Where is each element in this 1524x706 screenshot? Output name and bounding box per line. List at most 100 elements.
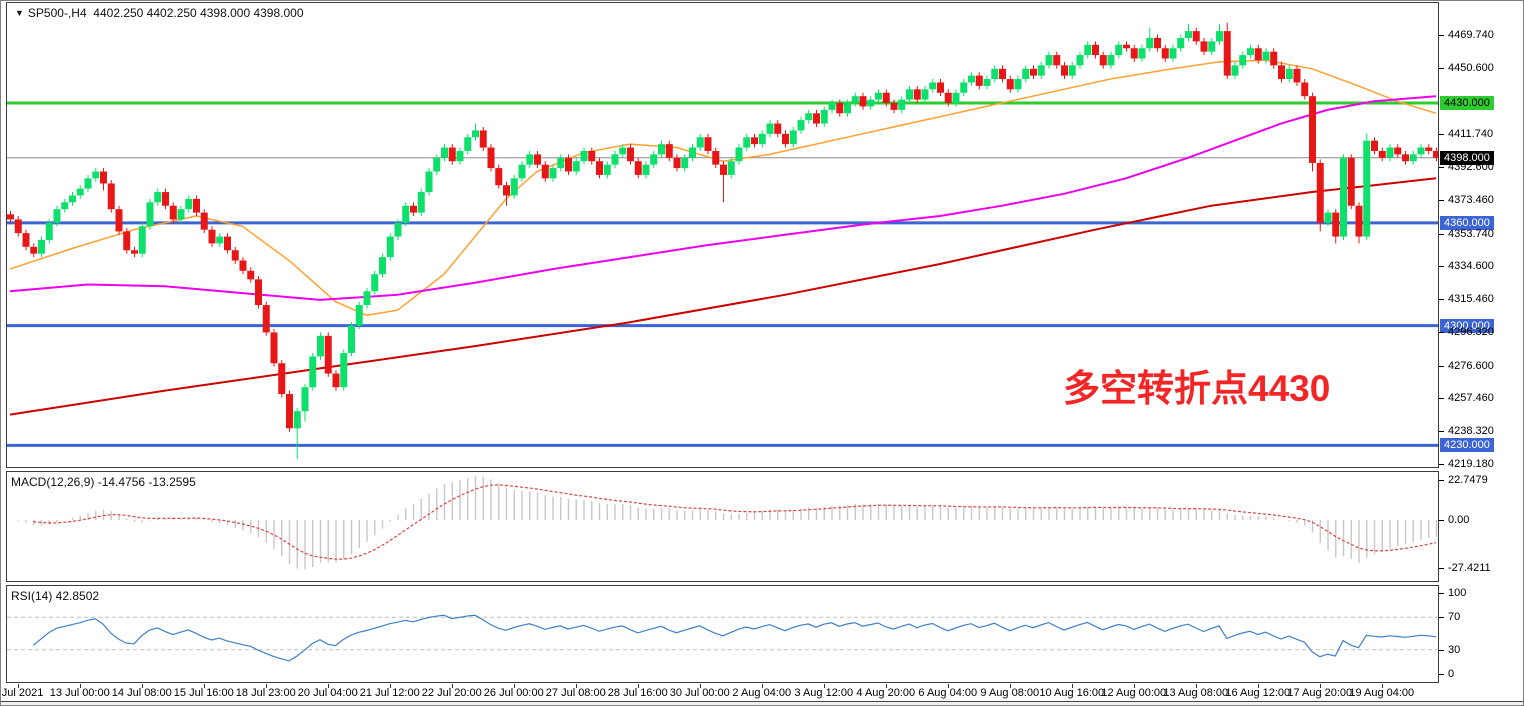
candle-body [580,150,588,162]
date-tick [1257,684,1259,688]
date-label: 30 Jul 00:00 [669,687,730,699]
date-tick [79,684,81,688]
candle-body [286,394,293,429]
candle-body [906,89,913,100]
candle-body [115,209,123,232]
candle-body [1014,79,1022,90]
candle-body [689,147,696,158]
candle-body [1200,41,1208,52]
macd-indicator-panel[interactable] [6,471,1439,582]
date-tick [389,684,391,688]
candle-body [1378,150,1386,158]
date-tick [1319,684,1321,688]
candle-body [193,198,200,213]
date-label: 22 Jul 20:00 [421,687,482,699]
annotation-text: 多空转折点4430 [1063,368,1331,409]
candle-body [952,92,960,104]
axis-tick [1439,34,1444,36]
candle-body [1084,44,1092,56]
candle-body [208,229,216,244]
ma-mid-line [9,95,1437,301]
candle-body [921,89,929,100]
candlestick-plot[interactable] [7,3,1438,467]
candle-body [309,356,317,388]
candle-body [673,157,681,169]
candle-body [1316,162,1324,223]
candle-body [1068,65,1076,76]
axis-tick [1439,67,1444,69]
rsi-plot[interactable] [7,586,1438,682]
candle-body [944,92,952,104]
collapse-triangle-icon[interactable]: ▼ [15,8,24,18]
price-label-4315.460: 4315.460 [1448,293,1494,306]
price-axis[interactable]: 4469.740 4450.600 4430.000 4411.740 4398.000… [1439,1,1523,701]
axis-tick [1439,674,1444,675]
candle-body [425,171,433,193]
candle-body [1371,140,1378,151]
candle-body [1208,41,1216,52]
main-price-chart[interactable] [6,2,1439,468]
chart-title-symbol: SP500-,H4 [27,6,87,20]
candle-body [138,226,146,254]
candle-body [1154,37,1161,49]
price-label-4276.600: 4276.600 [1448,359,1494,372]
candle-body [565,157,572,172]
date-label: 16 Aug 12:00 [1225,687,1291,699]
rsi-indicator-panel[interactable] [6,585,1439,683]
date-tick [203,684,205,688]
date-label: 21 Jul 12:00 [359,687,420,699]
candle-body [851,96,859,104]
candle-body [828,103,836,110]
axis-tick [1439,199,1444,201]
candle-body [495,168,503,186]
candle-body [766,123,774,134]
candle-body [1177,37,1185,49]
candle-body [14,219,22,234]
candle-body [456,150,464,162]
candle-body [131,250,138,254]
candle-body [146,202,154,227]
macd-axis-0.00: 0.00 [1448,514,1470,526]
candle-body [588,150,596,162]
candle-body [572,161,580,172]
candle-body [882,92,890,104]
candle-body [937,82,944,93]
candle-body [278,363,286,395]
macd-plot[interactable] [7,472,1438,581]
candle-body [1394,147,1402,155]
price-label-4411.740: 4411.740 [1448,128,1494,141]
candle-body [433,157,441,172]
date-tick [327,684,329,688]
candle-body [293,411,301,429]
price-label-4398.000-badge: 4398.000 [1440,150,1494,165]
axis-tick [1439,593,1444,594]
candle-body [898,99,906,110]
date-label: 13 Jul 00:00 [49,687,110,699]
candle-body [410,205,417,213]
candle-body [1363,140,1371,237]
candle-body [355,305,363,326]
candle-body [1347,157,1355,206]
candle-body [890,103,898,110]
price-label-4334.600: 4334.600 [1448,260,1494,273]
candle-body [162,192,169,206]
candle-body [448,147,456,162]
price-label-4296.320: 4296.320 [1448,325,1494,338]
axis-tick [1439,398,1444,400]
price-label-4219.180: 4219.180 [1448,457,1494,470]
candle-body [1417,147,1425,155]
candle-body [402,205,410,223]
candle-body [650,154,658,165]
candle-body [929,82,937,90]
candle-body [1185,31,1192,38]
candle-body [991,68,999,80]
horizontal-scrollbar[interactable] [1,701,1523,705]
candle-body [1425,147,1433,151]
candle-body [859,96,867,107]
date-label: 26 Jul 00:00 [483,687,544,699]
date-tick [17,684,19,688]
rsi-axis-100: 100 [1448,587,1467,599]
candle-body [983,79,991,86]
candle-body [1340,157,1347,237]
